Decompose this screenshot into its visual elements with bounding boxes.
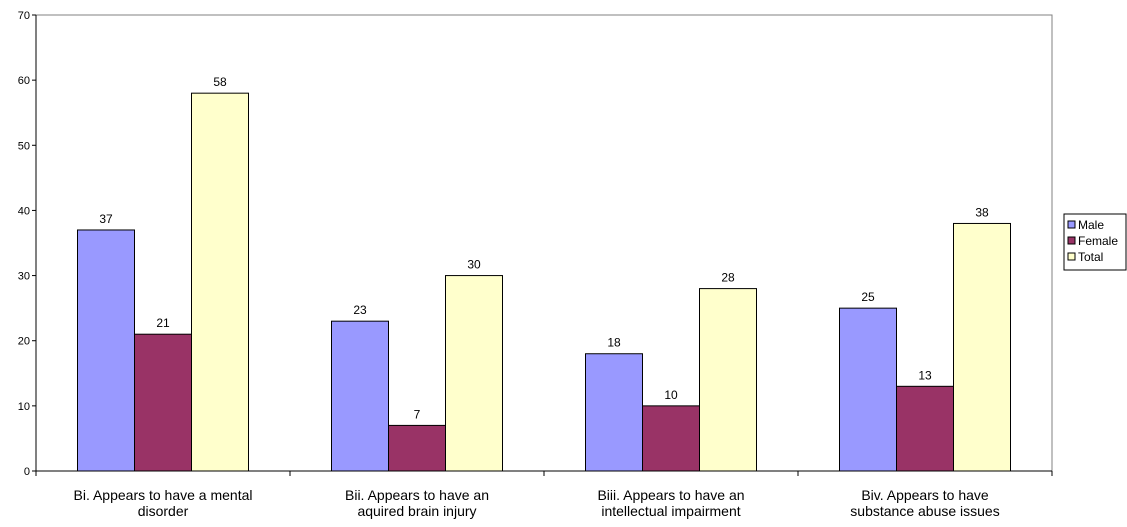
- legend-swatch-male: [1067, 220, 1076, 229]
- x-category-label: aquired brain injury: [357, 503, 476, 519]
- bar-female: [896, 385, 954, 472]
- data-label: 23: [353, 303, 367, 317]
- legend-swatch-female: [1067, 236, 1076, 245]
- x-category-label: disorder: [138, 503, 189, 519]
- bar-female: [388, 424, 446, 472]
- data-label: 25: [861, 290, 875, 304]
- x-category-label: substance abuse issues: [850, 503, 999, 519]
- y-tick-label: 60: [18, 75, 30, 87]
- bar-male: [77, 229, 135, 472]
- data-label: 37: [99, 212, 113, 226]
- data-label: 38: [975, 205, 989, 219]
- bar-male: [585, 353, 643, 472]
- bar-total: [953, 222, 1011, 472]
- data-label: 18: [607, 336, 621, 350]
- y-tick-label: 70: [18, 10, 30, 22]
- data-label: 58: [213, 75, 227, 89]
- bar-female: [134, 333, 192, 472]
- legend-swatch-total: [1067, 252, 1076, 261]
- legend-label-total: Total: [1078, 250, 1103, 264]
- y-tick-label: 0: [24, 466, 30, 478]
- y-tick-label: 30: [18, 271, 30, 283]
- bar-total: [699, 288, 757, 472]
- bar-male: [839, 307, 897, 472]
- x-category-label: Biv. Appears to have: [861, 487, 989, 503]
- y-tick-label: 20: [18, 336, 30, 348]
- data-label: 21: [156, 316, 170, 330]
- plot-area: 0 10 20 30 40 50 60 70 37 21 58 Bi. Appears to have…: [18, 10, 1053, 519]
- data-label: 10: [664, 388, 678, 402]
- x-category-label: Biii. Appears to have an: [597, 487, 744, 503]
- data-label: 7: [414, 407, 421, 421]
- data-label: 13: [918, 368, 932, 382]
- y-tick-label: 40: [18, 205, 30, 217]
- data-label: 28: [721, 271, 735, 285]
- legend-label-male: Male: [1078, 218, 1104, 232]
- y-tick-label: 10: [18, 401, 30, 413]
- bar-female: [642, 405, 700, 472]
- bar-male: [331, 320, 389, 472]
- x-category-label: Bii. Appears to have an: [345, 487, 489, 503]
- bar-total: [445, 275, 503, 472]
- data-label: 30: [467, 258, 481, 272]
- y-tick-label: 50: [18, 140, 30, 152]
- x-category-label: intellectual impairment: [601, 503, 740, 519]
- x-category-label: Bi. Appears to have a mental: [74, 487, 253, 503]
- legend: Male Female Total: [1063, 213, 1127, 271]
- bar-total: [191, 92, 249, 472]
- legend-label-female: Female: [1078, 234, 1118, 248]
